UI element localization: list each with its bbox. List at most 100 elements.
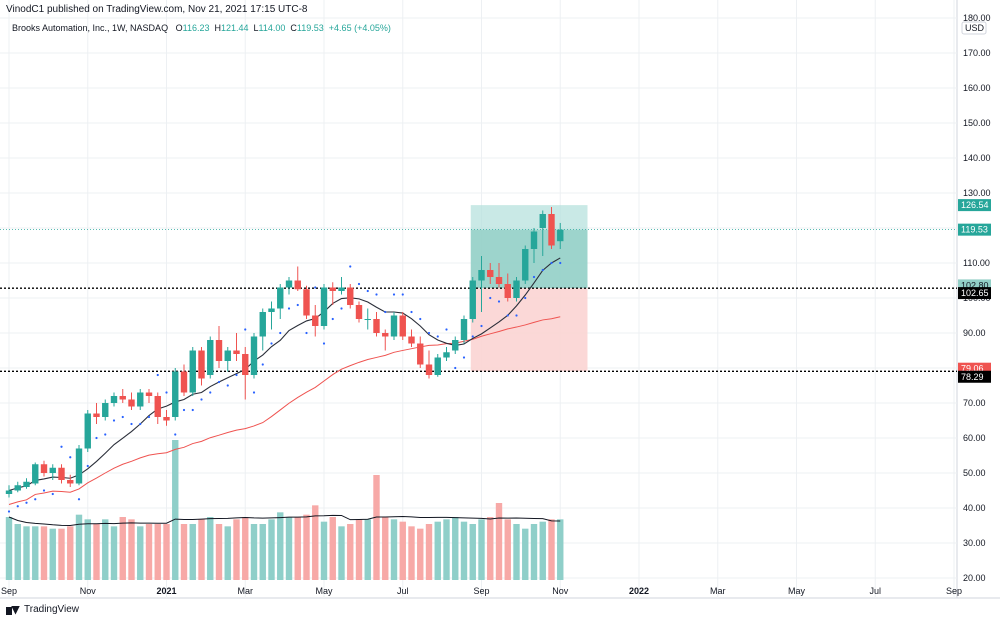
candle-body bbox=[154, 396, 161, 417]
volume-bar bbox=[434, 521, 441, 580]
candle-body bbox=[75, 448, 83, 484]
y-tick-label: 150.00 bbox=[963, 118, 991, 128]
symbol-name[interactable]: Brooks Automation, Inc., 1W, NASDAQ bbox=[12, 23, 169, 33]
y-tick-label: 30.00 bbox=[963, 538, 986, 548]
parabolic-sar-dot bbox=[375, 293, 378, 296]
candle-body bbox=[277, 287, 284, 309]
volume-bar bbox=[399, 521, 406, 580]
volume-bar bbox=[172, 440, 179, 580]
parabolic-sar-dot bbox=[471, 335, 474, 338]
parabolic-sar-dot bbox=[436, 335, 439, 338]
volume-bar bbox=[198, 519, 205, 580]
parabolic-sar-dot bbox=[51, 492, 54, 496]
candle-body bbox=[320, 287, 328, 326]
volume-bar bbox=[137, 526, 144, 580]
volume-bar bbox=[373, 475, 380, 580]
candle-body bbox=[294, 280, 301, 290]
currency-box bbox=[961, 21, 987, 35]
volume-bar bbox=[110, 526, 118, 580]
parabolic-sar-dot bbox=[357, 282, 361, 286]
candle-body bbox=[443, 352, 450, 358]
candle-body bbox=[180, 371, 188, 393]
x-tick-label: Nov bbox=[80, 586, 97, 596]
parabolic-sar-dot bbox=[427, 331, 431, 335]
candle-body bbox=[285, 280, 293, 288]
symbol-info-line: Brooks Automation, Inc., 1W, NASDAQ O116… bbox=[12, 23, 391, 33]
tradingview-brand[interactable]: TradingView bbox=[6, 604, 79, 615]
volume-bar bbox=[154, 524, 161, 580]
change-value: +4.65 (+4.05%) bbox=[328, 23, 391, 33]
volume-bar bbox=[312, 505, 319, 580]
volume-ma-line bbox=[8, 514, 561, 526]
volume-bar bbox=[557, 519, 564, 580]
close-value: 119.53 bbox=[296, 23, 324, 33]
volume-bar bbox=[5, 517, 13, 580]
parabolic-sar-dot bbox=[497, 300, 501, 303]
candle-body bbox=[215, 340, 223, 361]
volume-bar bbox=[163, 524, 170, 580]
y-tick-label: 20.00 bbox=[963, 573, 986, 583]
candle-body bbox=[478, 270, 485, 281]
slow-moving-average bbox=[8, 316, 561, 505]
parabolic-sar-dot bbox=[77, 498, 81, 501]
parabolic-sar-dot bbox=[331, 317, 334, 321]
volume-bar bbox=[58, 528, 65, 580]
candle-body bbox=[417, 343, 424, 365]
parabolic-sar-dot bbox=[296, 303, 299, 307]
candle-body bbox=[329, 287, 336, 291]
candle-body bbox=[530, 231, 538, 249]
parabolic-sar-dot bbox=[401, 293, 404, 296]
parabolic-sar-dot bbox=[226, 384, 229, 387]
volume-bar bbox=[478, 519, 485, 580]
stop-alt-price-tag-bg bbox=[958, 370, 991, 383]
parabolic-sar-dot bbox=[7, 510, 11, 513]
candle-body bbox=[250, 336, 258, 375]
candle-body bbox=[93, 413, 100, 417]
candle-body bbox=[110, 396, 118, 403]
volume-bar bbox=[250, 524, 258, 580]
parabolic-sar-dot bbox=[235, 373, 238, 377]
x-tick-label: May bbox=[315, 586, 333, 596]
current-price-tag-bg bbox=[958, 223, 991, 236]
candle-body bbox=[513, 280, 520, 298]
candle-body bbox=[40, 464, 48, 473]
parabolic-sar-dot bbox=[506, 314, 509, 317]
parabolic-sar-dot bbox=[489, 296, 492, 300]
volume-bar bbox=[539, 521, 546, 580]
volume-bar bbox=[303, 514, 310, 580]
candle-body bbox=[207, 340, 214, 375]
candle-body bbox=[504, 284, 511, 298]
parabolic-sar-dot bbox=[392, 293, 396, 296]
volume-bar bbox=[145, 524, 153, 580]
y-tick-label: 140.00 bbox=[963, 153, 991, 163]
volume-bar bbox=[233, 519, 240, 580]
parabolic-sar-dot bbox=[314, 286, 317, 289]
parabolic-sar-dot bbox=[349, 265, 352, 268]
volume-bar bbox=[180, 524, 188, 580]
fast-moving-average bbox=[8, 257, 561, 492]
parabolic-sar-dot bbox=[69, 456, 72, 459]
parabolic-sar-dot bbox=[445, 328, 448, 331]
parabolic-sar-dot bbox=[384, 310, 387, 314]
parabolic-sar-dot bbox=[139, 422, 142, 426]
x-tick-label: 2021 bbox=[156, 586, 176, 596]
candle-body bbox=[268, 308, 275, 312]
x-tick-label: Sep bbox=[473, 586, 489, 596]
candle-body bbox=[163, 417, 170, 421]
parabolic-sar-dot bbox=[532, 275, 536, 279]
parabolic-sar-dot bbox=[86, 464, 89, 468]
parabolic-sar-dot bbox=[252, 391, 256, 394]
volume-bar bbox=[128, 519, 135, 580]
y-tick-label: 60.00 bbox=[963, 433, 986, 443]
parabolic-sar-dot bbox=[191, 408, 194, 412]
volume-bar bbox=[320, 521, 328, 580]
y-tick-label: 70.00 bbox=[963, 398, 986, 408]
candle-body bbox=[373, 319, 380, 333]
target-price-tag: 126.54 bbox=[961, 200, 989, 210]
volume-bar bbox=[268, 519, 275, 580]
stop-price-tag: 79.06 bbox=[961, 364, 984, 374]
y-tick-label: 170.00 bbox=[963, 48, 991, 58]
parabolic-sar-dot bbox=[515, 314, 518, 317]
